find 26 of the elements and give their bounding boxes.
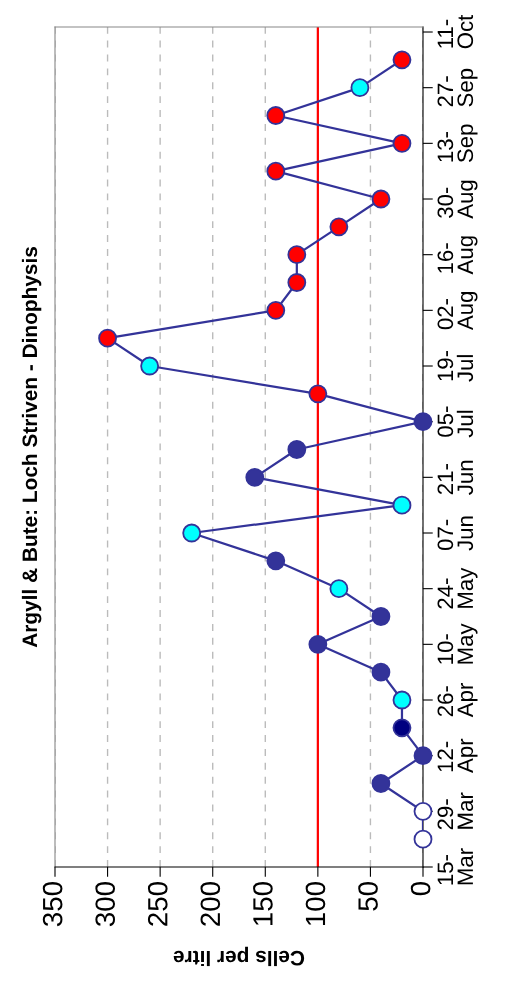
y-tick-label: 10- May: [437, 623, 478, 664]
y-tick-label: 27- Sep: [437, 68, 478, 107]
y-tick-label: 19- Jul: [437, 350, 474, 382]
text: Argyll & Bute: Loch Striven - Dinophysis: [21, 247, 42, 648]
y-tick-label: 24- May: [437, 567, 478, 609]
x-tick-label: 0: [410, 881, 431, 896]
x-tick-label: 300: [95, 881, 116, 927]
y-tick-label: 05- Jul: [437, 406, 474, 438]
y-tick-label: 16- Aug: [437, 236, 478, 275]
y-tick-label: 07- Jun: [437, 516, 474, 551]
y-tick-label: 13- Sep: [437, 124, 478, 163]
y-tick-label: 29- Mar: [437, 792, 474, 830]
y-tick-label: 26- Apr: [437, 683, 478, 718]
x-axis-title: Cells per litre: [173, 946, 305, 967]
x-tick-label: 200: [200, 881, 221, 926]
y-tick-label: 21- Jun: [437, 460, 474, 495]
x-tick-label: 350: [42, 881, 63, 927]
y-tick-label: 11- Oct: [437, 14, 474, 49]
x-tick-label: 100: [305, 881, 326, 926]
y-tick-label: 02- Aug: [437, 292, 478, 331]
x-tick-label: 50: [358, 881, 378, 911]
y-tick-label: 30- Aug: [437, 180, 478, 219]
y-tick-label: 15- Mar: [437, 848, 474, 885]
x-tick-label: 250: [147, 881, 168, 926]
x-tick-label: 150: [253, 881, 273, 926]
y-tick-label: 12- Apr: [437, 738, 478, 773]
